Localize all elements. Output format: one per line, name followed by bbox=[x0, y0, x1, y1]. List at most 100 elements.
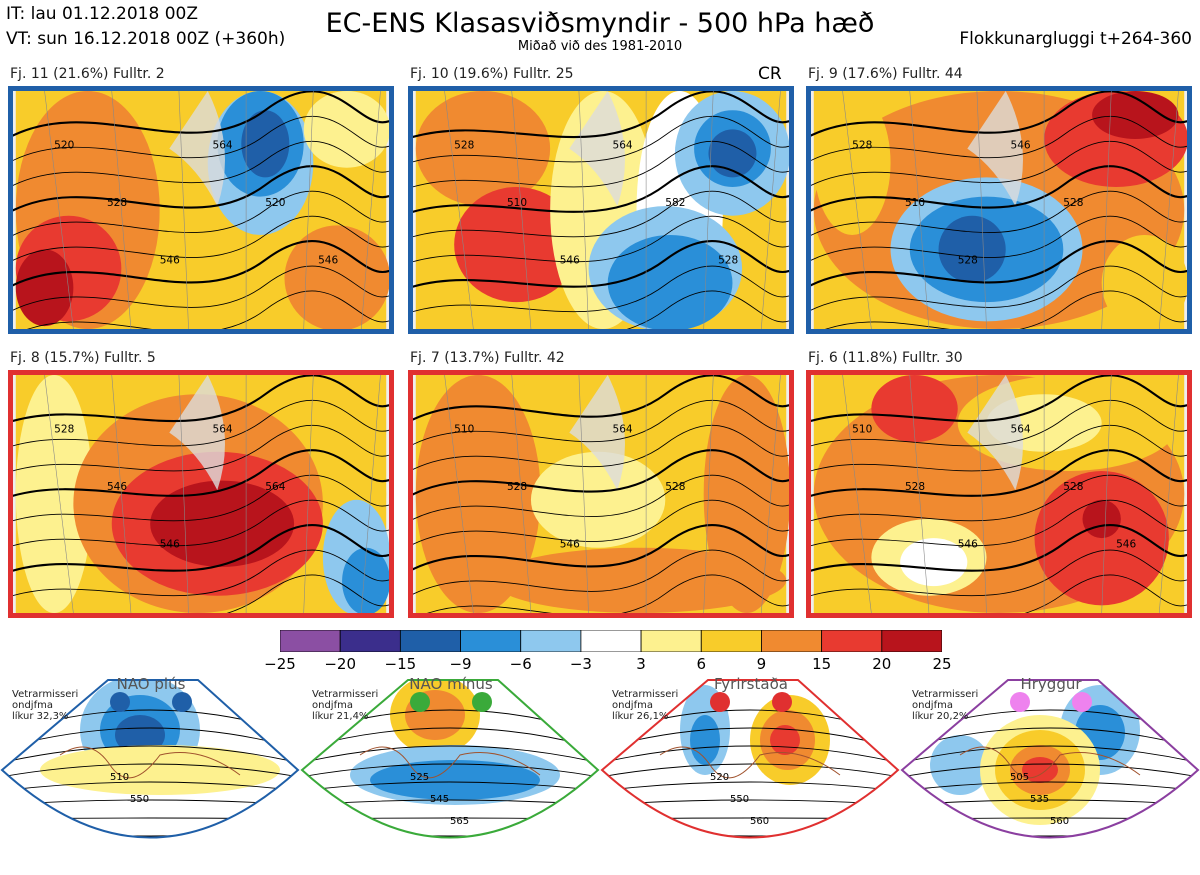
graticule-line bbox=[303, 91, 314, 329]
height-contour bbox=[427, 574, 789, 613]
coastline bbox=[359, 746, 541, 779]
graticule-line bbox=[842, 91, 872, 329]
regime-anomaly-patch bbox=[115, 715, 165, 755]
colorbar-tick: −3 bbox=[569, 655, 592, 673]
cluster-map: 528 510 528 546 528 bbox=[806, 86, 1192, 334]
regime-dot bbox=[172, 692, 192, 712]
cluster-label: Fj. 8 (15.7%) Fulltr. 5 bbox=[10, 350, 156, 366]
height-contour bbox=[811, 140, 1187, 187]
height-contour bbox=[413, 375, 789, 421]
height-contour bbox=[811, 424, 1187, 472]
regime-contour bbox=[602, 763, 898, 778]
height-contour bbox=[811, 549, 1187, 597]
regime-caption: Vetrarmisseri ondjfma líkur 21,4% bbox=[312, 689, 379, 722]
contour-label: 564 bbox=[1011, 424, 1031, 436]
height-contour bbox=[413, 449, 789, 496]
contour-label: 564 bbox=[213, 140, 233, 152]
contour-label: 528 bbox=[54, 424, 74, 436]
regime-contour-label: 545 bbox=[430, 794, 449, 805]
cluster-map: 510 528 546 564 528 bbox=[408, 370, 794, 618]
regime-contour bbox=[2, 745, 298, 764]
height-contour bbox=[811, 399, 1187, 447]
height-contour bbox=[413, 190, 789, 238]
height-contour bbox=[13, 265, 389, 311]
regime-contour-label: 550 bbox=[730, 794, 749, 805]
regime-contour-label: 560 bbox=[750, 816, 769, 827]
graticule-line bbox=[444, 375, 474, 613]
regime-caption: Vetrarmisseri ondjfma líkur 26,1% bbox=[612, 689, 679, 722]
regime-dot bbox=[1072, 692, 1092, 712]
contour-label: 564 bbox=[213, 424, 233, 436]
regime-frame bbox=[300, 679, 600, 839]
regime-frame bbox=[900, 679, 1200, 839]
contour-label: 528 bbox=[107, 197, 127, 209]
greenland-land bbox=[169, 91, 225, 207]
height-contour bbox=[13, 375, 389, 423]
page-title: EC-ENS Klasasviðsmyndir - 500 hPa hæð bbox=[325, 8, 875, 39]
regime-contour bbox=[2, 781, 298, 792]
height-contour bbox=[13, 240, 389, 287]
regime-contour bbox=[602, 781, 898, 792]
contour-label: 510 bbox=[852, 424, 872, 436]
contour-label: 520 bbox=[54, 140, 74, 152]
contour-label: 546 bbox=[1116, 539, 1136, 551]
anomaly-field: 510 528 546 564 528 bbox=[413, 375, 789, 613]
greenland-land bbox=[967, 375, 1023, 491]
height-contour bbox=[413, 165, 789, 214]
contour-label: 528 bbox=[1063, 197, 1083, 209]
graticule-line bbox=[909, 375, 930, 613]
anomaly-patch bbox=[1092, 91, 1179, 139]
regime-contour-label: 525 bbox=[410, 772, 429, 783]
regime-contour-label: 550 bbox=[130, 794, 149, 805]
regime-dot bbox=[472, 692, 492, 712]
regime-title: NAO mínus bbox=[409, 675, 493, 693]
anomaly-patch bbox=[342, 547, 389, 613]
height-contour bbox=[413, 524, 789, 571]
height-contour bbox=[811, 474, 1187, 522]
colorbar-swatch bbox=[881, 629, 943, 653]
graticule-line bbox=[578, 375, 589, 613]
height-contour bbox=[13, 140, 389, 187]
graticule-line bbox=[760, 91, 781, 329]
cluster-map: 528 546 546 564 564 bbox=[8, 370, 394, 618]
colorbar-swatch bbox=[460, 629, 522, 653]
regime-dot bbox=[110, 692, 130, 712]
graticule-line bbox=[1158, 91, 1179, 329]
height-contour bbox=[811, 499, 1187, 547]
colorbar-tick: −9 bbox=[449, 655, 472, 673]
regime-anomaly-patch bbox=[370, 760, 540, 800]
height-contour bbox=[13, 549, 389, 597]
regime-contour bbox=[302, 745, 598, 764]
colorbar-tick: 9 bbox=[756, 655, 767, 673]
graticule-line bbox=[360, 375, 381, 613]
height-contour bbox=[811, 115, 1187, 162]
anomaly-field: 528 510 546 564 582 528 bbox=[413, 91, 789, 329]
cluster-label: Fj. 7 (13.7%) Fulltr. 42 bbox=[410, 350, 565, 366]
contour-label: 582 bbox=[665, 197, 685, 209]
graticule-line bbox=[511, 375, 532, 613]
contour-label: 546 bbox=[958, 539, 978, 551]
anomaly-patch bbox=[1082, 499, 1121, 539]
contour-label: 546 bbox=[160, 539, 180, 551]
height-contour bbox=[13, 449, 389, 498]
height-contour bbox=[811, 449, 1187, 498]
regime-caption: Vetrarmisseri ondjfma líkur 20,2% bbox=[912, 689, 979, 722]
regime-anomaly-patch bbox=[690, 715, 720, 765]
graticule-line bbox=[1158, 375, 1179, 613]
initial-time: IT: lau 01.12.2018 00Z bbox=[6, 4, 198, 24]
colorbar-tick: −6 bbox=[509, 655, 532, 673]
height-contour bbox=[13, 215, 389, 261]
colorbar-swatch bbox=[821, 629, 883, 653]
colorbar-swatch bbox=[399, 629, 461, 653]
graticule-line bbox=[1101, 91, 1112, 329]
height-contour bbox=[413, 474, 789, 521]
height-contour bbox=[626, 290, 789, 329]
colorbar-tick: 15 bbox=[812, 655, 832, 673]
height-contour bbox=[13, 399, 389, 447]
regime-dot bbox=[710, 692, 730, 712]
anomaly-patch bbox=[813, 91, 891, 235]
anomaly-patch bbox=[900, 538, 968, 587]
anomaly-patch bbox=[15, 375, 93, 613]
